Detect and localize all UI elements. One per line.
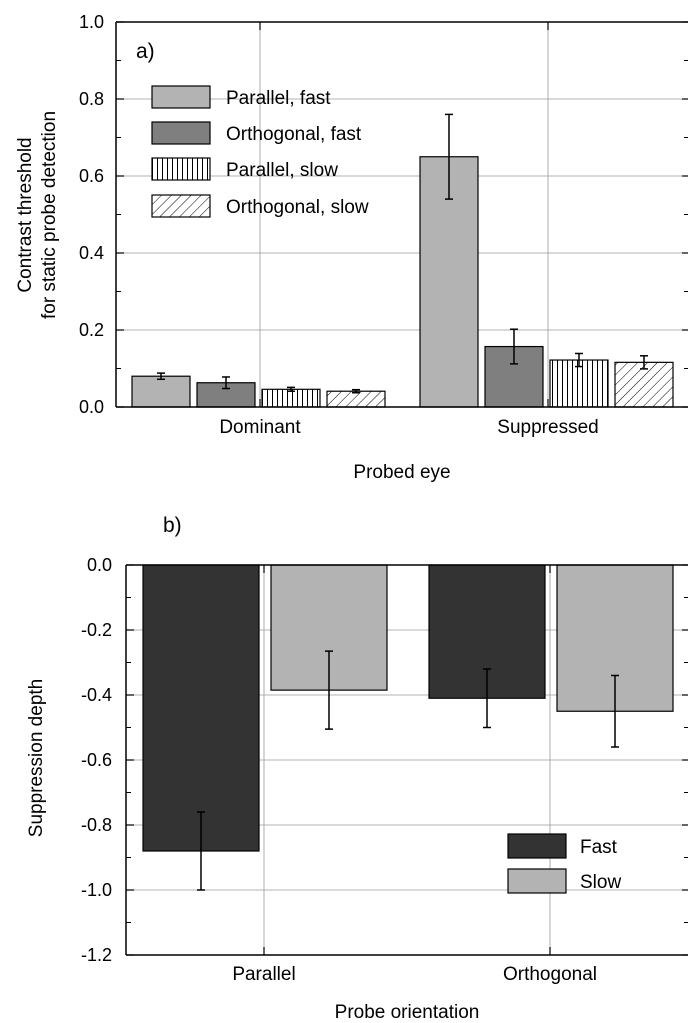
panel-b: 0.0 -0.2 -0.4 -0.6 -0.8 -1.0 -1.2 Parallel Ortho… [26, 514, 688, 1023]
y-tick-label: -0.6 [81, 750, 112, 770]
y-tick-label: 0.6 [79, 166, 104, 186]
x-tick-label: Parallel [232, 964, 295, 985]
y-tick-label: -0.8 [81, 815, 112, 835]
legend-label: Fast [580, 837, 618, 858]
y-tick-label: -1.2 [81, 945, 112, 965]
x-axis-label: Probed eye [353, 462, 450, 483]
legend-label: Orthogonal, fast [226, 124, 362, 145]
x-tick-label: Orthogonal [503, 964, 597, 985]
y-tick-label: 0.4 [79, 243, 104, 263]
y-axis-label: for static probe detection [39, 111, 60, 319]
x-axis-label: Probe orientation [335, 1002, 480, 1023]
panel-a: 0.0 0.2 0.4 0.6 0.8 1.0 Dominant Suppressed Prob… [15, 12, 688, 483]
legend-swatch [507, 833, 567, 859]
legend-label: Slow [580, 872, 621, 893]
x-tick-label: Dominant [219, 417, 301, 438]
legend-label: Parallel, slow [226, 160, 338, 181]
y-tick-label: 0.0 [87, 555, 112, 575]
y-tick-label: -1.0 [81, 880, 112, 900]
y-tick-label: 0.8 [79, 89, 104, 109]
panel-label: b) [163, 514, 182, 537]
panel-label: a) [136, 40, 155, 63]
bar [131, 375, 191, 408]
bar [614, 361, 674, 408]
legend-label: Parallel, fast [226, 88, 331, 109]
legend-swatch [507, 868, 567, 894]
y-tick-label: 1.0 [79, 12, 104, 32]
legend-swatch [151, 157, 211, 181]
y-tick-label: -0.2 [81, 620, 112, 640]
y-tick-label: 0.2 [79, 320, 104, 340]
bar [142, 564, 260, 852]
bar [326, 390, 386, 408]
x-tick-label: Suppressed [497, 417, 598, 438]
legend-label: Orthogonal, slow [226, 197, 369, 218]
legend-swatch [151, 85, 211, 109]
y-axis-label: Contrast threshold [15, 137, 36, 292]
legend-swatch [151, 121, 211, 145]
y-tick-label: 0.0 [79, 397, 104, 417]
y-axis-label: Suppression depth [26, 679, 47, 837]
legend-swatch [151, 194, 211, 218]
y-tick-label: -0.4 [81, 685, 112, 705]
